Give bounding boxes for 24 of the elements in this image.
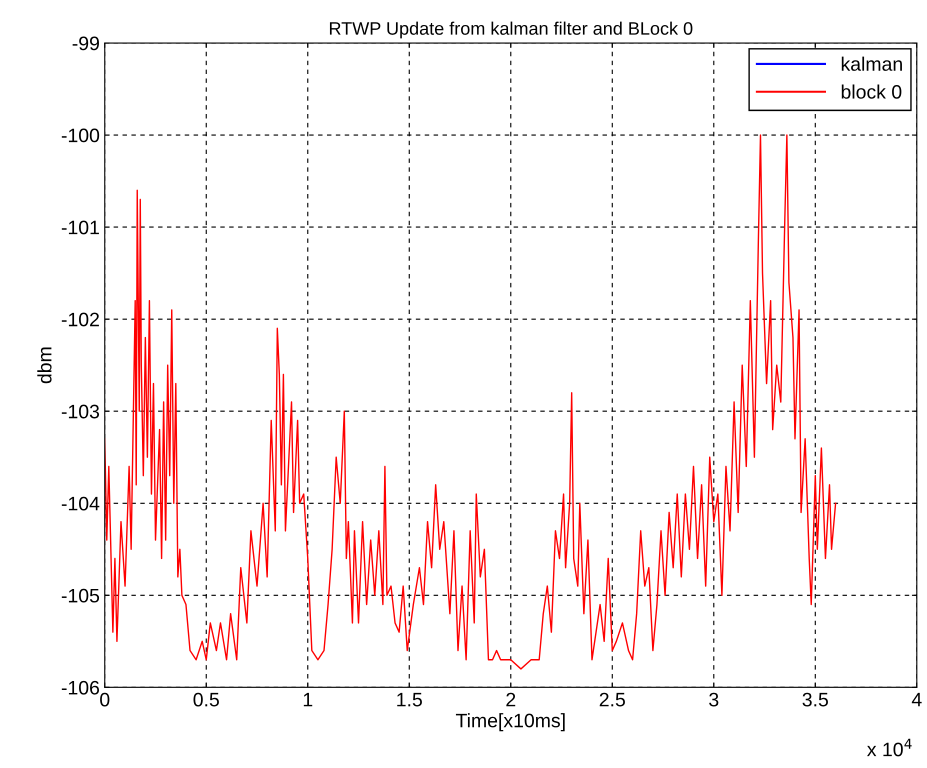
x-tick-label: 2 (506, 692, 516, 706)
y-tick-label: -103 (62, 404, 100, 418)
y-tick-label: -102 (62, 312, 99, 326)
x-tick-label: 0 (100, 692, 110, 707)
x-tick-label: 4 (912, 692, 922, 706)
x-tick-label: 1 (304, 692, 312, 706)
legend-label: kalman (842, 56, 902, 71)
y-tick-label: -100 (62, 128, 100, 142)
x-axis-title: Time[x10ms] (456, 713, 565, 732)
text: x 10$^{4}$ (867, 738, 912, 756)
x-tick-label: 1.5 (397, 692, 422, 707)
y-tick-label: -101 (62, 220, 99, 234)
x-tick-label: 3 (709, 692, 718, 707)
x-tick-label: 2.5 (600, 692, 625, 707)
x-tick-label: 3.5 (802, 692, 828, 707)
y-tick-label: -106 (62, 680, 100, 695)
y-axis-title: dbm (37, 348, 52, 384)
x-tick-label: 0.5 (194, 692, 219, 707)
y-tick-label: -104 (62, 496, 100, 510)
legend-label: block 0 (842, 84, 902, 99)
line-series (104, 134, 836, 670)
y-tick-label: -105 (62, 588, 100, 603)
y-tick-label: -99 (72, 36, 99, 50)
chart-title: RTWP Update from kalman filter and BLock 0 (330, 22, 692, 38)
